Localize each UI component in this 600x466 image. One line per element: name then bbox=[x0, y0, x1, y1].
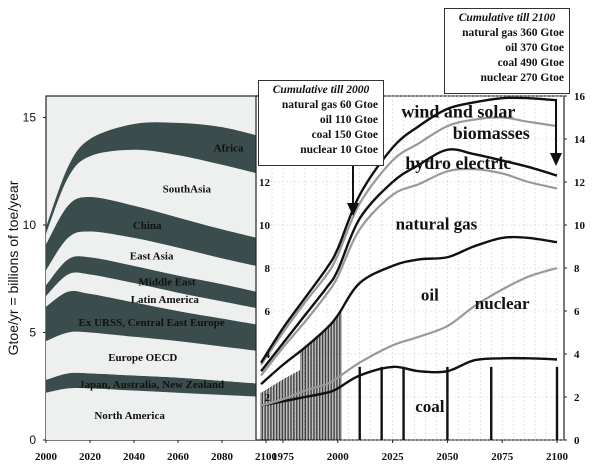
line-biomasses bbox=[260, 116, 558, 366]
cumulative-2100-oil: oil 370 Gtoe bbox=[505, 42, 564, 54]
label-china: China bbox=[133, 220, 162, 232]
area-ex-urss-central-east-europe bbox=[46, 290, 266, 352]
label-europe-oecd: Europe OECD bbox=[108, 352, 177, 364]
energy-source-panel: coal nuclear oil natural gas hydro electric b… bbox=[255, 91, 586, 463]
right-inner-y-ticks: 2 4 6 8 10 12 bbox=[259, 177, 271, 404]
arrow-2000-head bbox=[347, 203, 359, 216]
cumulative-2000-box: Cumulative till 2000 natural gas 60 Gtoe… bbox=[258, 80, 384, 166]
left-ytick-label-5: 5 bbox=[29, 326, 36, 340]
cumulative-2000-gas: natural gas 60 Gtoe bbox=[281, 99, 378, 111]
energy-source-lines bbox=[260, 96, 558, 407]
cumulative-arrows bbox=[347, 100, 562, 216]
label-east-asia: East Asia bbox=[130, 251, 174, 263]
right-outer-ytick-10: 10 bbox=[574, 220, 586, 232]
left-ytick-label-15: 15 bbox=[23, 111, 37, 125]
right-xtick-label-1975: 1975 bbox=[272, 451, 295, 463]
right-x-axis-ticks: 1975 2000 2025 2050 2075 2100 bbox=[272, 440, 569, 463]
right-xtick-label-2000: 2000 bbox=[327, 451, 350, 463]
label-middle-east: Middle East bbox=[138, 277, 195, 289]
y-axis-label: Gtoe/yr = billions of toe/year bbox=[5, 180, 21, 355]
label-japan-australia-new-zealand: Japan, Australia, New Zealand bbox=[79, 379, 224, 391]
area-china bbox=[46, 197, 266, 271]
left-xtick-label-2040: 2040 bbox=[123, 451, 146, 463]
left-ytick-label-10: 10 bbox=[23, 218, 37, 232]
line-hydro-electric bbox=[260, 148, 558, 372]
area-southasia bbox=[46, 149, 266, 245]
right-outer-ytick-12: 12 bbox=[574, 177, 586, 189]
right-xtick-label-2100: 2100 bbox=[546, 451, 569, 463]
right-outer-ytick-8: 8 bbox=[574, 263, 580, 275]
label-wind-and-solar: wind and solar bbox=[401, 102, 515, 122]
right-outer-ytick-0: 0 bbox=[574, 435, 580, 447]
label-africa: Africa bbox=[214, 143, 244, 155]
regional-area-bands bbox=[46, 122, 266, 440]
area-europe-oecd bbox=[46, 331, 266, 385]
right-inner-ytick-8: 8 bbox=[265, 263, 271, 275]
area-japan-australia-new-zealand bbox=[46, 372, 266, 397]
label-hydro-electric: hydro electric bbox=[405, 153, 511, 173]
right-inner-ytick-10: 10 bbox=[259, 220, 271, 232]
cumulative-2000-title: Cumulative till 2000 bbox=[272, 84, 370, 96]
right-outer-ytick-2: 2 bbox=[574, 392, 580, 404]
label-latin-america: Latin America bbox=[131, 294, 200, 306]
left-y-axis-ticks: 0 5 10 15 bbox=[23, 111, 46, 447]
cumulative-2100-coal: coal 490 Gtoe bbox=[497, 57, 564, 69]
right-inner-ytick-2: 2 bbox=[265, 392, 271, 404]
left-xtick-label-2100: 2100 bbox=[255, 451, 278, 463]
right-outer-ytick-16: 16 bbox=[574, 91, 586, 103]
regional-labels: North America Japan, Australia, New Zeala… bbox=[79, 143, 245, 423]
cumulative-2100-title: Cumulative till 2100 bbox=[458, 12, 556, 24]
area-east-asia bbox=[46, 231, 266, 294]
right-xtick-label-2075: 2075 bbox=[491, 451, 514, 463]
right-inner-ytick-6: 6 bbox=[265, 306, 271, 318]
cumulative-2000-nuclear: nuclear 10 Gtoe bbox=[300, 144, 378, 156]
cumulative-2000-oil: oil 110 Gtoe bbox=[319, 114, 378, 126]
right-outer-ytick-6: 6 bbox=[574, 306, 580, 318]
line-wind-and-solar bbox=[260, 96, 558, 364]
area-latin-america bbox=[46, 272, 266, 327]
line-natural-gas bbox=[260, 167, 558, 377]
cumulative-2100-nuclear: nuclear 270 Gtoe bbox=[480, 72, 564, 84]
left-x-axis-ticks: 2000 2020 2040 2060 2080 2100 bbox=[35, 440, 278, 463]
right-inner-ytick-4: 4 bbox=[265, 349, 271, 361]
line-nuclear bbox=[260, 266, 558, 407]
left-xtick-label-2000: 2000 bbox=[35, 451, 58, 463]
right-outer-ytick-14: 14 bbox=[574, 134, 586, 146]
label-oil: oil bbox=[421, 285, 439, 304]
area-africa bbox=[46, 122, 266, 234]
label-southasia: SouthAsia bbox=[163, 183, 212, 195]
label-ex-urss-central-east-europe: Ex URSS, Central East Europe bbox=[79, 317, 225, 329]
area-middle-east bbox=[46, 256, 266, 310]
cumulative-2000-coal: coal 150 Gtoe bbox=[311, 129, 378, 141]
cumulative-2100-box: Cumulative till 2100 natural gas 360 Gto… bbox=[444, 8, 570, 94]
right-outer-ytick-4: 4 bbox=[574, 349, 580, 361]
right-xtick-label-2050: 2050 bbox=[436, 451, 459, 463]
label-coal: coal bbox=[415, 397, 445, 416]
right-xtick-label-2025: 2025 bbox=[382, 451, 405, 463]
left-xtick-label-2080: 2080 bbox=[211, 451, 234, 463]
left-xtick-label-2060: 2060 bbox=[167, 451, 190, 463]
right-inner-ytick-12: 12 bbox=[259, 177, 271, 189]
line-oil bbox=[260, 235, 558, 385]
right-outer-y-ticks: 0 2 4 6 8 10 12 14 16 bbox=[564, 91, 586, 447]
cumulative-2100-gas: natural gas 360 Gtoe bbox=[462, 27, 564, 39]
label-natural-gas: natural gas bbox=[396, 214, 478, 233]
regional-demand-panel: North America Japan, Australia, New Zeala… bbox=[5, 95, 278, 463]
label-nuclear: nuclear bbox=[475, 294, 530, 313]
line-coal bbox=[260, 356, 558, 407]
left-xtick-label-2020: 2020 bbox=[79, 451, 102, 463]
left-ytick-label-0: 0 bbox=[29, 433, 36, 447]
label-north-america: North America bbox=[94, 410, 165, 422]
energy-source-labels: coal nuclear oil natural gas hydro electric b… bbox=[396, 102, 530, 417]
area-north-america bbox=[46, 387, 266, 440]
label-biomasses: biomasses bbox=[453, 123, 530, 143]
arrow-2100-head bbox=[550, 153, 562, 166]
